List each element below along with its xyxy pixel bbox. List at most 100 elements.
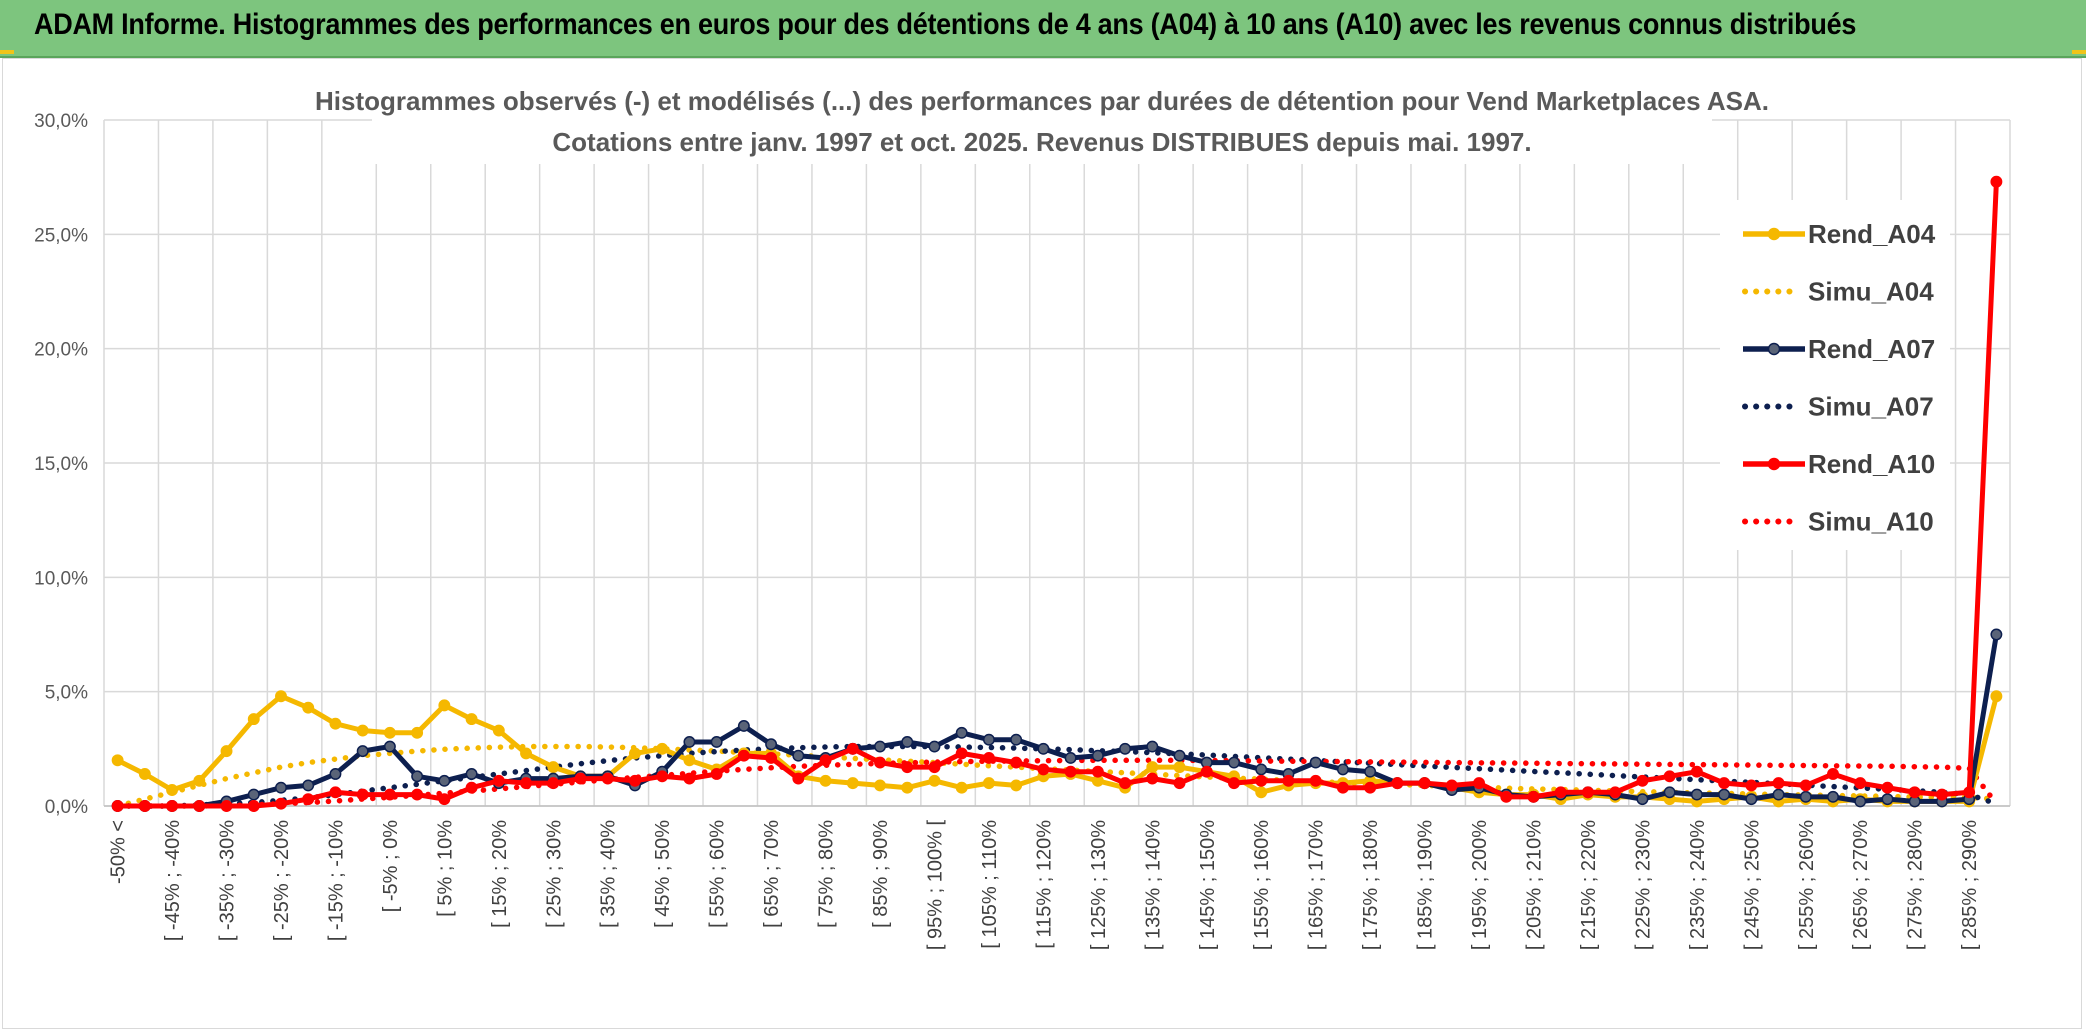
data-point	[193, 800, 206, 812]
data-point	[1336, 781, 1349, 794]
y-tick-label: 15,0%	[34, 454, 88, 475]
x-tick-label: [ 25% ; 30%	[543, 820, 565, 928]
data-point	[874, 740, 886, 753]
x-tick-label: [ 5% ; 10%	[434, 820, 456, 917]
x-tick-label: [ 185% ; 190%	[1415, 820, 1437, 950]
x-tick-label: [ 45% ; 50%	[652, 820, 674, 928]
data-point	[275, 797, 287, 810]
x-tick-label: [ 55% ; 60%	[707, 820, 729, 928]
x-tick-label: [ 105% ; 110%	[979, 820, 1001, 949]
data-point	[1091, 765, 1104, 778]
data-point	[1119, 742, 1132, 755]
x-tick-label: [ 265% ; 270%	[1850, 820, 1872, 950]
data-point	[1309, 774, 1322, 787]
data-point	[765, 752, 778, 764]
x-tick-label: [ 175% ; 180%	[1360, 820, 1382, 950]
data-point	[1146, 740, 1159, 753]
data-point	[383, 740, 396, 753]
x-axis: -50% < [ -45% ; -40% [ -35% ; -30% [ -25% ;…	[104, 805, 2010, 950]
data-point	[683, 772, 696, 785]
data-point	[1908, 786, 1921, 799]
x-tick-label: [ 135% ; 140%	[1142, 820, 1164, 950]
data-point	[1418, 777, 1431, 790]
y-tick-label: 0,0%	[45, 797, 88, 818]
data-point	[1228, 756, 1240, 769]
data-point	[955, 781, 968, 794]
x-tick-label: -50% <	[108, 820, 130, 884]
legend-item-rend-a10: Rend_A10	[1743, 449, 1935, 479]
data-point	[1799, 779, 1812, 792]
legend-marker	[1767, 227, 1781, 241]
series-line	[114, 757, 2000, 809]
chart-title-background	[372, 80, 1712, 164]
data-point	[1527, 790, 1540, 803]
x-tick-label: [ 275% ; 280%	[1905, 820, 1927, 950]
data-point	[1799, 790, 1812, 803]
x-tick-label: [ 155% ; 160%	[1251, 820, 1273, 950]
data-point	[438, 793, 451, 806]
legend: Rend_A04 Simu_A04 Rend_A07 Simu_A07 Rend_A10…	[1720, 200, 1950, 550]
y-axis: 0,0% 5,0% 10,0% 15,0% 20,0% 25,0% 30,0%	[34, 111, 88, 818]
data-point	[1173, 761, 1186, 774]
data-point	[411, 726, 424, 739]
data-point	[846, 742, 859, 755]
series-line	[114, 743, 2000, 809]
data-point	[982, 777, 995, 790]
legend-label: Simu_A07	[1808, 392, 1934, 422]
corner-mark-right	[2072, 50, 2086, 54]
data-point	[1364, 781, 1377, 794]
y-tick-label: 5,0%	[45, 683, 88, 704]
x-tick-label: [ 115% ; 120%	[1033, 820, 1055, 949]
data-point	[1663, 786, 1676, 799]
data-point	[1772, 788, 1785, 801]
data-point	[1146, 772, 1159, 785]
x-tick-label: [ -5% ; 0%	[380, 820, 402, 912]
data-point	[792, 749, 805, 762]
data-point	[1827, 768, 1839, 780]
x-tick-label: [ -25% ; -20%	[271, 820, 293, 941]
series-line	[116, 693, 1999, 804]
data-point	[1609, 786, 1622, 799]
data-point	[247, 713, 260, 726]
data-point	[1963, 786, 1976, 799]
y-tick-label: 10,0%	[34, 568, 88, 589]
data-point	[193, 774, 206, 787]
data-point	[601, 772, 614, 785]
data-point	[1336, 763, 1349, 776]
data-point	[874, 779, 886, 792]
legend-item-simu-a04: Simu_A04	[1742, 277, 1934, 307]
report-title: ADAM Informe. Histogrammes des performan…	[34, 8, 1857, 41]
data-point	[1445, 779, 1458, 792]
data-point	[520, 777, 532, 790]
series-simu-a07	[114, 743, 2000, 809]
data-point	[629, 774, 641, 787]
data-point	[138, 800, 151, 812]
data-point	[955, 726, 968, 739]
data-point	[547, 777, 560, 790]
data-point	[1636, 793, 1649, 806]
chart-title-line2: Cotations entre janv. 1997 et oct. 2025.…	[552, 127, 1531, 157]
legend-background	[1720, 200, 1950, 550]
legend-label: Rend_A04	[1808, 219, 1936, 249]
data-point	[901, 781, 914, 794]
legend-marker	[1767, 342, 1781, 356]
data-point	[1228, 777, 1240, 790]
data-point	[765, 738, 778, 751]
x-tick-label: [ 205% ; 210%	[1524, 820, 1546, 950]
data-point	[520, 747, 532, 760]
data-point	[1146, 761, 1159, 774]
data-point	[1990, 628, 2003, 641]
data-point	[656, 770, 669, 783]
data-point	[683, 754, 696, 767]
data-point	[302, 779, 315, 792]
data-point	[1718, 788, 1731, 801]
data-point	[220, 800, 233, 812]
data-point	[547, 761, 560, 774]
data-point	[302, 793, 315, 806]
data-point	[1854, 777, 1867, 790]
legend-item-rend-a04: Rend_A04	[1743, 219, 1936, 249]
data-point	[1255, 786, 1268, 799]
data-point	[1745, 793, 1758, 806]
data-point	[1173, 749, 1186, 762]
